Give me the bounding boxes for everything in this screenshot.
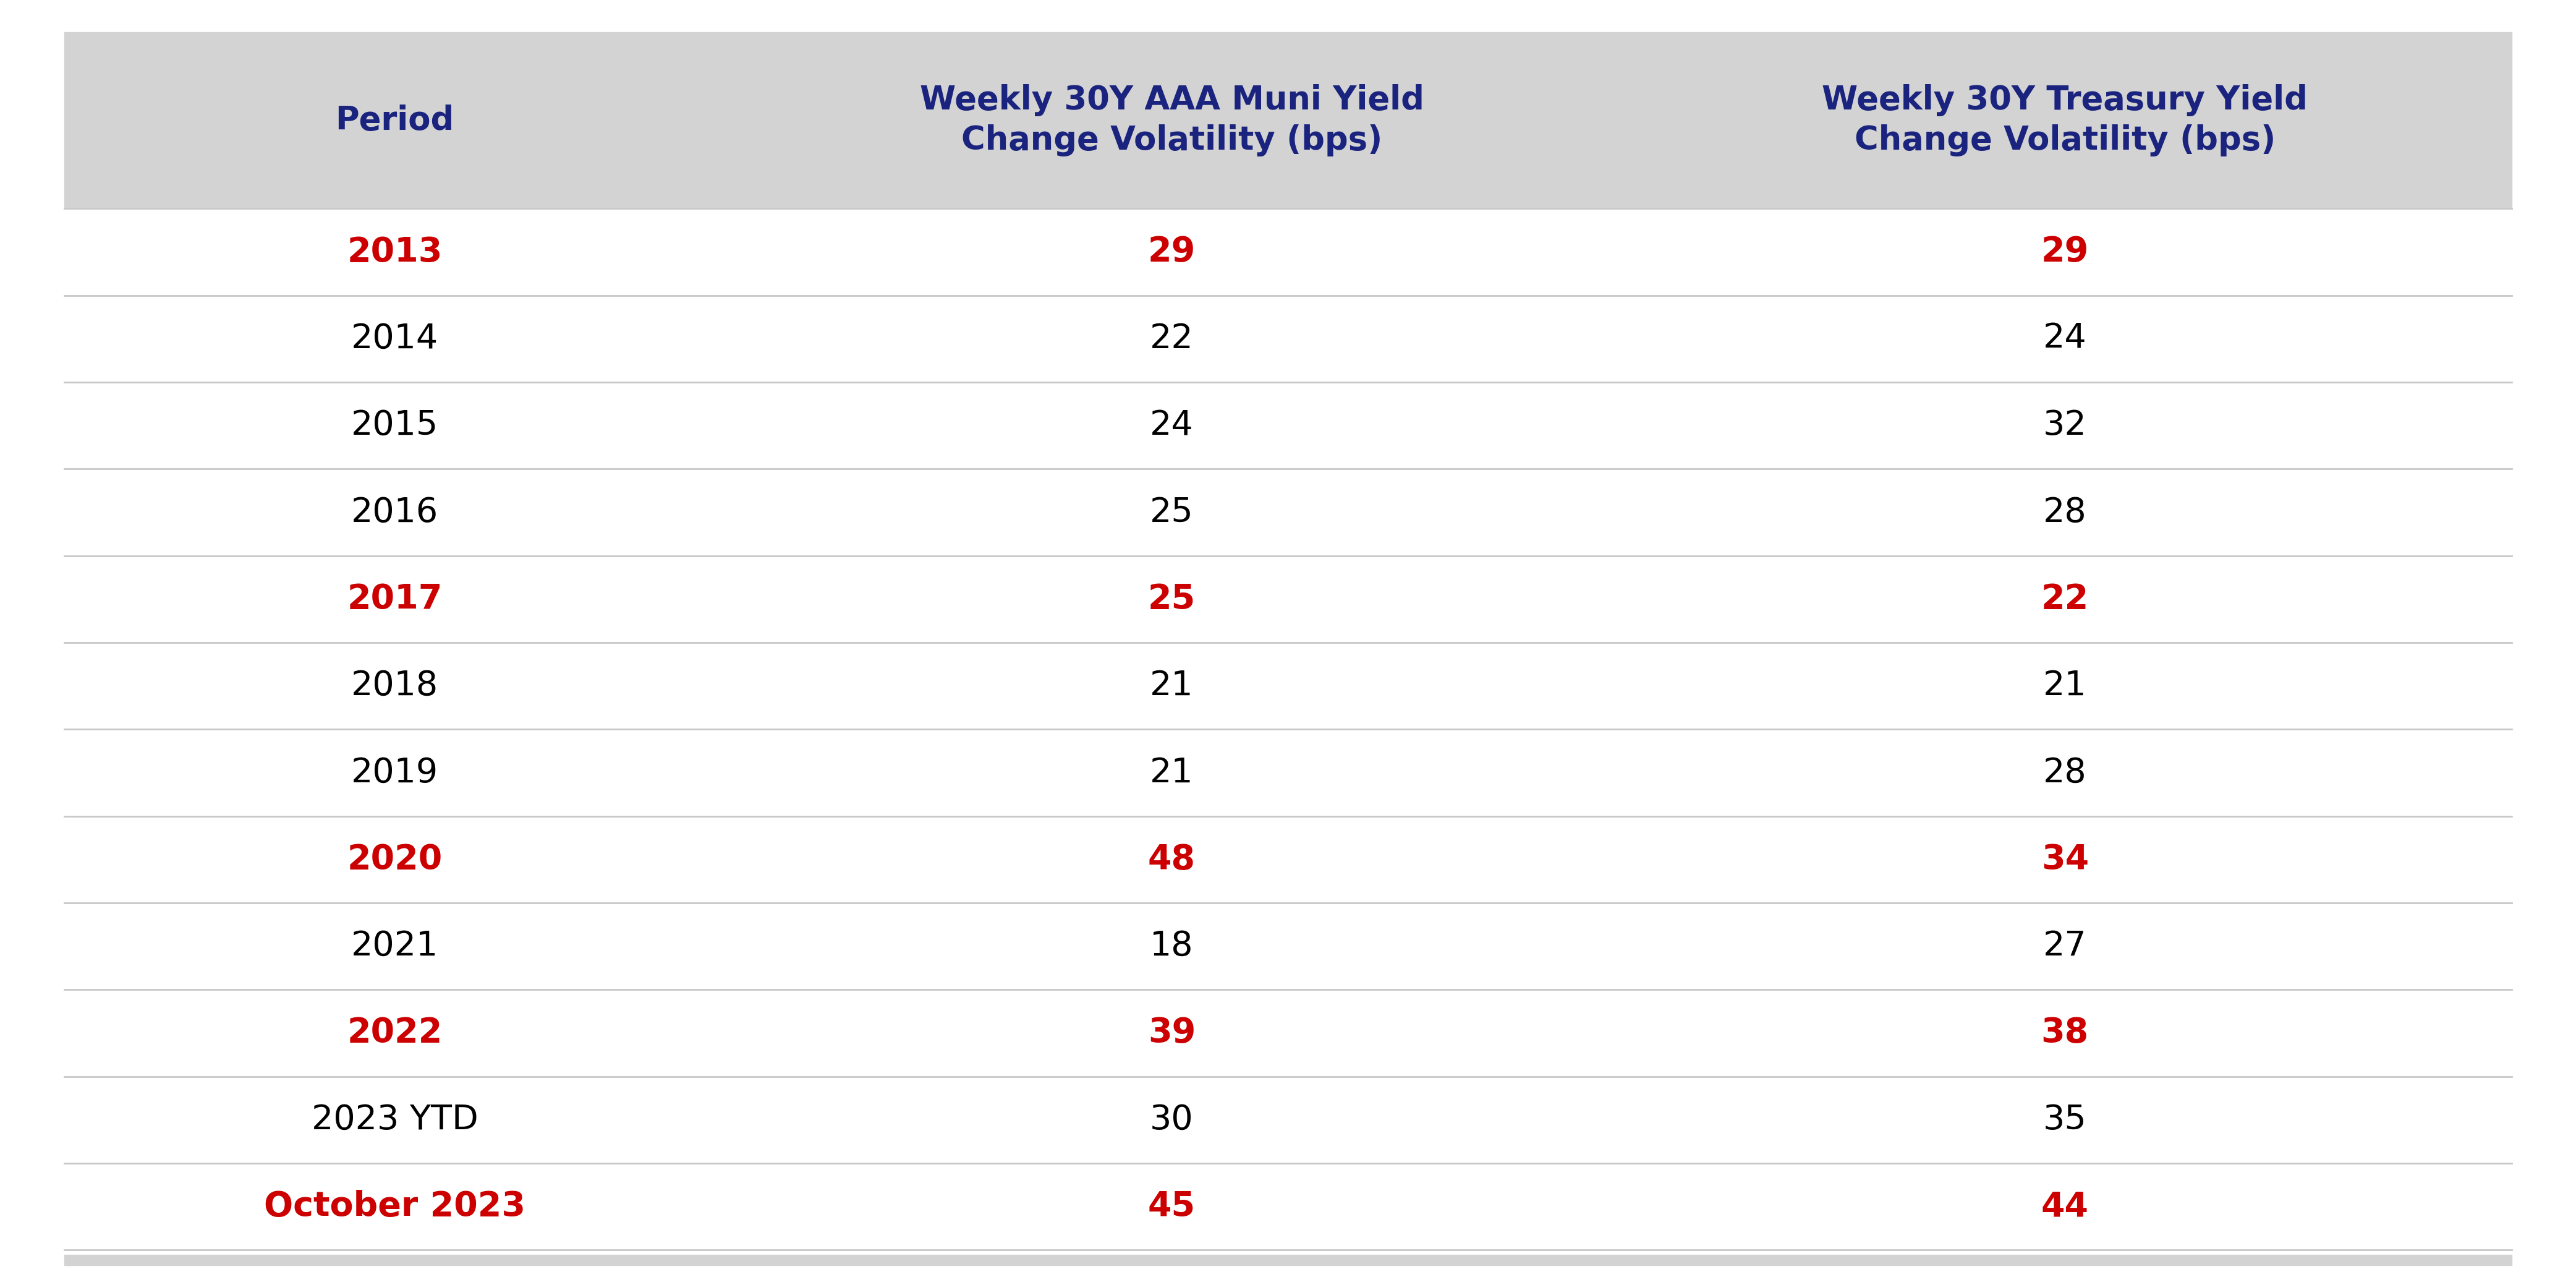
Bar bbox=[64, 817, 2512, 903]
Text: 28: 28 bbox=[2043, 496, 2087, 529]
Text: 38: 38 bbox=[2040, 1017, 2089, 1050]
Bar bbox=[64, 990, 2512, 1077]
Text: October 2023: October 2023 bbox=[263, 1190, 526, 1223]
Text: 30: 30 bbox=[1149, 1103, 1193, 1136]
Text: 21: 21 bbox=[1149, 669, 1193, 703]
Text: 29: 29 bbox=[2040, 236, 2089, 269]
Text: 2018: 2018 bbox=[350, 669, 438, 703]
Text: 2017: 2017 bbox=[348, 582, 443, 615]
Text: 39: 39 bbox=[1149, 1017, 1195, 1050]
Text: 2015: 2015 bbox=[350, 409, 438, 442]
Text: 18: 18 bbox=[1149, 929, 1193, 963]
Bar bbox=[64, 1255, 2512, 1265]
Text: Period: Period bbox=[335, 104, 453, 136]
Text: 32: 32 bbox=[2043, 409, 2087, 442]
Text: 24: 24 bbox=[2043, 322, 2087, 355]
Text: 34: 34 bbox=[2040, 842, 2089, 876]
Text: 45: 45 bbox=[1149, 1190, 1195, 1223]
Text: 35: 35 bbox=[2043, 1103, 2087, 1136]
Text: 2013: 2013 bbox=[348, 236, 443, 269]
Text: Weekly 30Y Treasury Yield
Change Volatility (bps): Weekly 30Y Treasury Yield Change Volatil… bbox=[1821, 85, 2308, 156]
Bar bbox=[64, 642, 2512, 729]
Text: 29: 29 bbox=[1149, 236, 1195, 269]
Text: 24: 24 bbox=[1149, 409, 1193, 442]
Text: 2023 YTD: 2023 YTD bbox=[312, 1103, 479, 1136]
Bar bbox=[64, 382, 2512, 469]
Text: 22: 22 bbox=[1149, 322, 1193, 355]
Text: 2020: 2020 bbox=[348, 842, 443, 876]
Text: 2014: 2014 bbox=[350, 322, 438, 355]
Text: 25: 25 bbox=[1149, 496, 1193, 529]
Bar bbox=[64, 555, 2512, 642]
Text: 2016: 2016 bbox=[350, 496, 438, 529]
Text: 27: 27 bbox=[2043, 929, 2087, 963]
Bar bbox=[64, 729, 2512, 817]
Bar bbox=[64, 903, 2512, 990]
Text: 44: 44 bbox=[2040, 1190, 2089, 1223]
Text: 21: 21 bbox=[1149, 756, 1193, 790]
Text: 2021: 2021 bbox=[350, 929, 438, 963]
Text: 48: 48 bbox=[1149, 842, 1195, 876]
Bar bbox=[64, 209, 2512, 295]
Bar bbox=[64, 1163, 2512, 1250]
Text: Weekly 30Y AAA Muni Yield
Change Volatility (bps): Weekly 30Y AAA Muni Yield Change Volatil… bbox=[920, 85, 1425, 156]
Text: 22: 22 bbox=[2040, 582, 2089, 615]
Text: 28: 28 bbox=[2043, 756, 2087, 790]
Text: 2022: 2022 bbox=[348, 1017, 443, 1050]
Text: 2019: 2019 bbox=[350, 756, 438, 790]
Text: 25: 25 bbox=[1149, 582, 1195, 615]
Bar bbox=[64, 32, 2512, 209]
Bar bbox=[64, 469, 2512, 556]
Bar bbox=[64, 295, 2512, 382]
Text: 21: 21 bbox=[2043, 669, 2087, 703]
Bar bbox=[64, 1077, 2512, 1163]
